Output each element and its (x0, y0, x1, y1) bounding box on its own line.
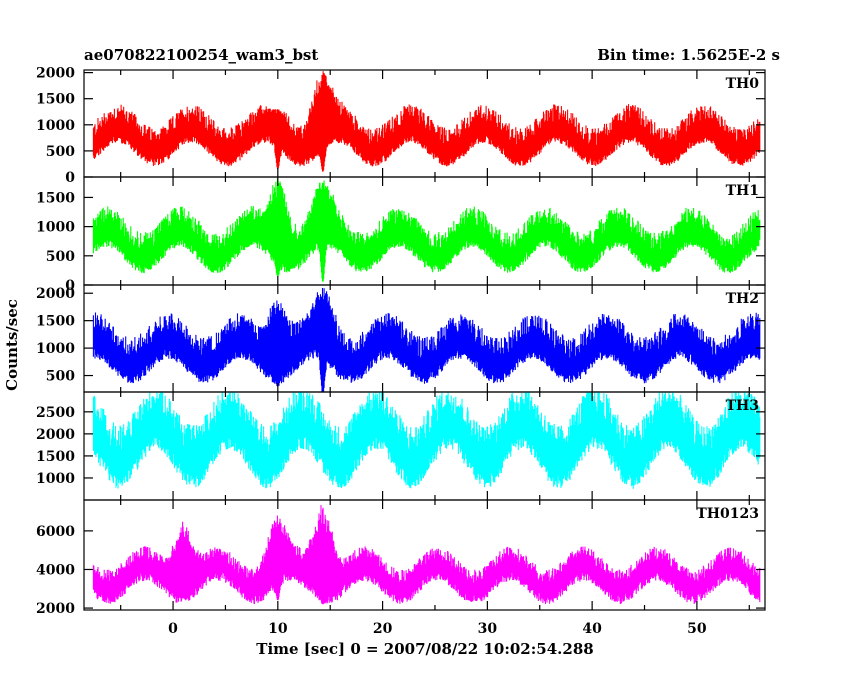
y-tick-label: 1000 (36, 220, 75, 236)
y-tick-label: 6000 (36, 524, 75, 540)
chart-title-right: Bin time: 1.5625E-2 s (597, 46, 780, 64)
y-tick-label: 4000 (36, 562, 75, 578)
y-tick-label: 500 (46, 249, 75, 265)
y-tick-label: 1500 (36, 314, 75, 330)
y-tick-label: 1000 (36, 471, 75, 487)
panel-label-th2: TH2 (726, 291, 759, 307)
panel-label-th1: TH1 (726, 183, 759, 199)
y-tick-label: 2000 (36, 286, 75, 302)
x-tick-label: 50 (687, 621, 707, 637)
y-tick-label: 1500 (36, 92, 75, 108)
y-tick-label: 2000 (36, 427, 75, 443)
series-line-th1 (92, 178, 761, 282)
y-tick-label: 1000 (36, 118, 75, 134)
panel-label-th0: TH0 (726, 76, 760, 92)
panel-label-th3: TH3 (726, 398, 759, 414)
series-line-th3 (92, 392, 761, 489)
y-axis-label: Counts/sec (3, 299, 21, 391)
panel-label-th0123: TH0123 (696, 506, 759, 522)
y-tick-label: 1000 (36, 341, 75, 357)
series-line-th0123 (92, 505, 761, 605)
y-tick-label: 2000 (36, 66, 75, 82)
y-tick-label: 0 (65, 170, 75, 186)
x-tick-label: 10 (268, 621, 288, 637)
chart-title-left: ae070822100254_wam3_bst (84, 46, 318, 64)
y-tick-label: 500 (46, 144, 75, 160)
series-line-th0 (92, 71, 761, 172)
x-tick-label: 20 (373, 621, 393, 637)
y-tick-label: 1500 (36, 449, 75, 465)
y-tick-label: 2000 (36, 601, 75, 617)
x-tick-label: 30 (478, 621, 498, 637)
y-tick-label: 1500 (36, 190, 75, 206)
y-tick-label: 2500 (36, 405, 75, 421)
y-tick-label: 0 (65, 278, 75, 294)
series-line-th2 (92, 288, 761, 392)
panel-frame-th0123 (83, 499, 766, 611)
x-tick-label: 40 (582, 621, 602, 637)
x-tick-label: 0 (168, 621, 178, 637)
y-tick-label: 500 (46, 369, 75, 385)
x-axis-label: Time [sec] 0 = 2007/08/22 10:02:54.288 (256, 640, 593, 658)
